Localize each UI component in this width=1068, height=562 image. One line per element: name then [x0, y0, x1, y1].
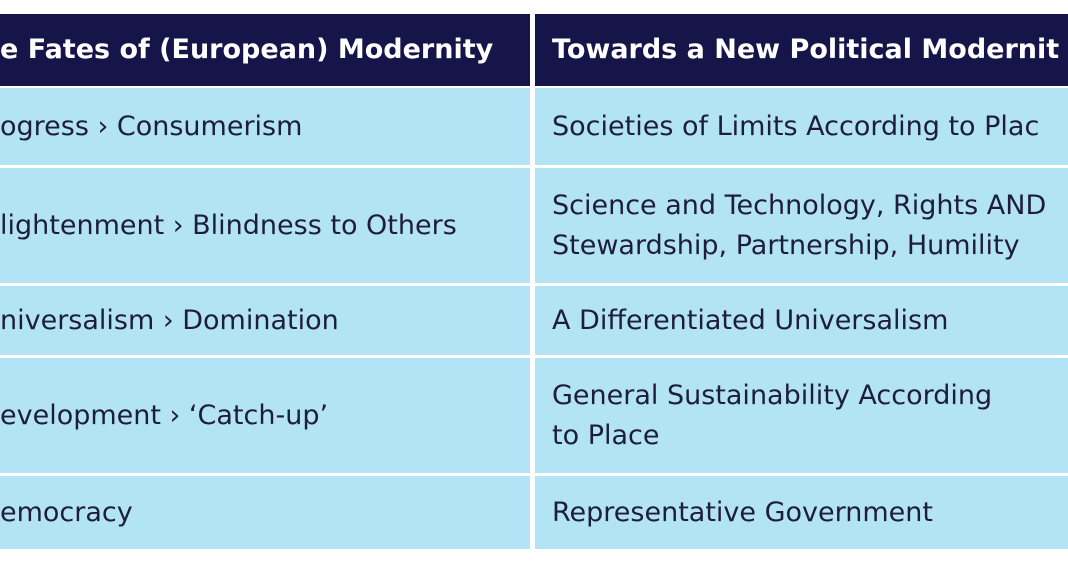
table-cell: niversalism › Domination	[0, 286, 530, 355]
header-text: Towards a New Political Modernit	[552, 34, 1060, 65]
cell-text: Stewardship, Partnership, Humility	[552, 229, 1020, 261]
cell-text: Science and Technology, Rights AND	[552, 189, 1047, 221]
header-text: e Fates of (European) Modernity	[0, 34, 494, 65]
table-cell: lightenment › Blindness to Others	[0, 168, 530, 283]
header-cell: e Fates of (European) Modernity	[0, 14, 530, 86]
table-cell: evelopment › ‘Catch-up’	[0, 358, 530, 473]
cell-text: Representative Government	[552, 496, 933, 528]
cell-text: to Place	[552, 419, 660, 451]
cell-text: niversalism › Domination	[0, 304, 339, 336]
cell-text: General Sustainability According	[552, 379, 993, 411]
table-cell: Societies of Limits According to Plac	[535, 88, 1068, 165]
table-cell: Science and Technology, Rights AND Stewar…	[535, 168, 1068, 283]
cell-text: A Differentiated Universalism	[552, 304, 949, 336]
table-cell: emocracy	[0, 476, 530, 549]
table-cell: A Differentiated Universalism	[535, 286, 1068, 355]
header-cell: Towards a New Political Modernit	[535, 14, 1068, 86]
cell-text: emocracy	[0, 496, 133, 528]
cell-text: evelopment › ‘Catch-up’	[0, 399, 329, 431]
table-cell: ogress › Consumerism	[0, 88, 530, 165]
cell-text: ogress › Consumerism	[0, 110, 303, 142]
table-cell: Representative Government	[535, 476, 1068, 549]
cell-text: lightenment › Blindness to Others	[0, 209, 457, 241]
table-cell: General Sustainability According to Place	[535, 358, 1068, 473]
cell-text: Societies of Limits According to Plac	[552, 110, 1040, 142]
